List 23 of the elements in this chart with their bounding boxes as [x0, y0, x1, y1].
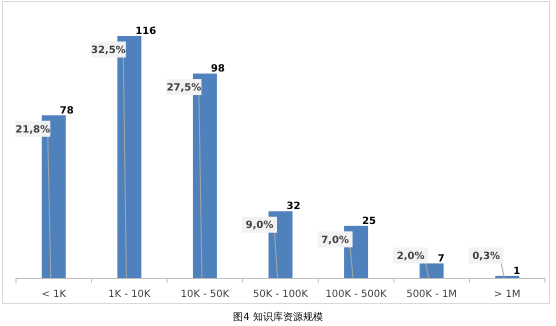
data-label: 1	[513, 266, 520, 277]
x-tick-label: 500K - 1M	[406, 289, 457, 300]
data-label: 78	[60, 105, 74, 116]
data-label: 116	[135, 26, 156, 37]
annotation: 9,0%	[246, 220, 274, 232]
annotation: 32,5%	[91, 45, 126, 56]
x-tick-label: 10K - 50K	[180, 289, 230, 300]
text: 图4 知识库资源规模	[233, 311, 323, 323]
x-tick-label: < 1K	[42, 289, 66, 300]
annotation: 21,8%	[15, 124, 50, 136]
data-label: 25	[362, 216, 376, 227]
x-tick-label: > 1M	[494, 289, 520, 300]
data-label: 7	[438, 253, 445, 264]
x-tick-label: 100K - 500K	[325, 289, 388, 300]
annotation: 27,5%	[166, 82, 202, 94]
annotation: 2,0%	[396, 251, 425, 262]
data-label: 32	[286, 201, 300, 212]
annotation: 0,3%	[472, 251, 500, 262]
annotation: 7,0%	[321, 234, 349, 246]
x-tick-label: 50K - 100K	[253, 289, 308, 300]
x-tick-label: 1K - 10K	[108, 289, 151, 300]
data-label: 98	[210, 64, 225, 75]
bar	[420, 263, 444, 278]
